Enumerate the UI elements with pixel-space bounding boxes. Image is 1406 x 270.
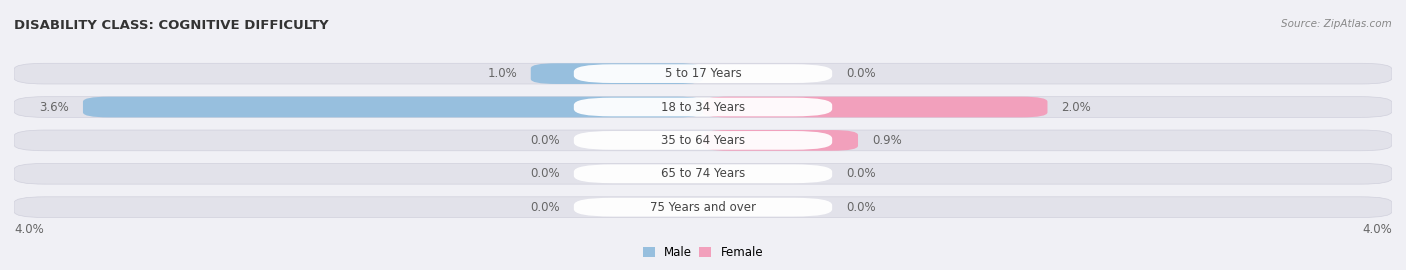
Text: Source: ZipAtlas.com: Source: ZipAtlas.com bbox=[1281, 19, 1392, 29]
FancyBboxPatch shape bbox=[574, 131, 832, 150]
FancyBboxPatch shape bbox=[14, 163, 1392, 184]
Text: 3.6%: 3.6% bbox=[39, 100, 69, 113]
Text: 1.0%: 1.0% bbox=[488, 67, 517, 80]
Text: 75 Years and over: 75 Years and over bbox=[650, 201, 756, 214]
Text: 0.0%: 0.0% bbox=[846, 167, 876, 180]
Text: DISABILITY CLASS: COGNITIVE DIFFICULTY: DISABILITY CLASS: COGNITIVE DIFFICULTY bbox=[14, 19, 329, 32]
FancyBboxPatch shape bbox=[574, 98, 832, 116]
Text: 65 to 74 Years: 65 to 74 Years bbox=[661, 167, 745, 180]
Text: 4.0%: 4.0% bbox=[1362, 223, 1392, 236]
FancyBboxPatch shape bbox=[703, 130, 858, 151]
Text: 4.0%: 4.0% bbox=[14, 223, 44, 236]
FancyBboxPatch shape bbox=[531, 63, 703, 84]
Text: 5 to 17 Years: 5 to 17 Years bbox=[665, 67, 741, 80]
Text: 2.0%: 2.0% bbox=[1062, 100, 1091, 113]
FancyBboxPatch shape bbox=[574, 64, 832, 83]
Text: 35 to 64 Years: 35 to 64 Years bbox=[661, 134, 745, 147]
FancyBboxPatch shape bbox=[14, 130, 1392, 151]
Text: 0.0%: 0.0% bbox=[846, 67, 876, 80]
FancyBboxPatch shape bbox=[14, 97, 1392, 117]
Text: 18 to 34 Years: 18 to 34 Years bbox=[661, 100, 745, 113]
Text: 0.9%: 0.9% bbox=[872, 134, 901, 147]
Text: 0.0%: 0.0% bbox=[530, 134, 560, 147]
FancyBboxPatch shape bbox=[574, 198, 832, 217]
Text: 0.0%: 0.0% bbox=[530, 167, 560, 180]
Text: 0.0%: 0.0% bbox=[530, 201, 560, 214]
Text: 0.0%: 0.0% bbox=[846, 201, 876, 214]
Legend: Male, Female: Male, Female bbox=[643, 246, 763, 259]
FancyBboxPatch shape bbox=[703, 97, 1047, 117]
FancyBboxPatch shape bbox=[14, 197, 1392, 218]
FancyBboxPatch shape bbox=[14, 63, 1392, 84]
FancyBboxPatch shape bbox=[83, 97, 703, 117]
FancyBboxPatch shape bbox=[574, 164, 832, 183]
